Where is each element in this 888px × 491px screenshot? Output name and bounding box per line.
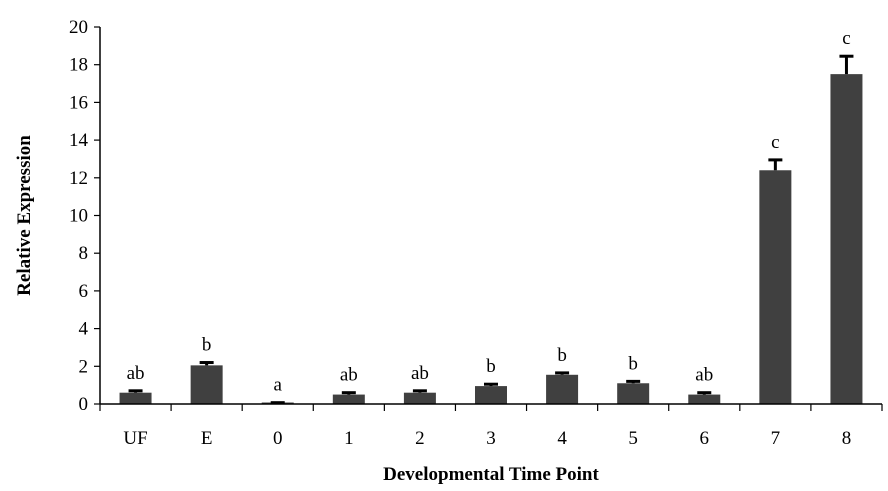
x-tick-label: 7 <box>771 428 781 449</box>
significance-label: b <box>628 353 638 374</box>
x-tick-label: 5 <box>628 428 638 449</box>
y-tick-label: 20 <box>69 17 88 38</box>
y-tick-label: 12 <box>69 168 88 189</box>
y-tick-label: 4 <box>79 319 89 340</box>
bar <box>830 74 863 404</box>
y-tick-label: 2 <box>79 356 89 377</box>
bar <box>119 392 152 404</box>
y-tick-label: 10 <box>69 206 88 227</box>
significance-label: b <box>486 356 496 377</box>
significance-label: ab <box>411 363 429 384</box>
x-tick-label: 2 <box>415 428 425 449</box>
x-tick-label: 1 <box>344 428 354 449</box>
significance-label: ab <box>340 365 358 386</box>
y-tick-label: 18 <box>69 55 88 76</box>
significance-label: b <box>557 345 567 366</box>
significance-label: c <box>771 132 779 153</box>
significance-label: c <box>842 28 850 49</box>
x-tick-label: E <box>201 428 213 449</box>
y-tick-label: 0 <box>79 394 89 415</box>
significance-label: a <box>274 375 283 396</box>
bar <box>617 383 650 404</box>
bar <box>403 392 436 404</box>
x-tick-label: 0 <box>273 428 283 449</box>
x-tick-label: 6 <box>700 428 710 449</box>
bar <box>546 374 579 404</box>
y-tick-label: 8 <box>79 243 89 264</box>
y-axis-title: Relative Expression <box>14 135 35 296</box>
bar <box>332 394 365 404</box>
x-tick-label: 4 <box>557 428 567 449</box>
x-axis-title: Developmental Time Point <box>383 464 599 485</box>
bar <box>190 365 223 404</box>
x-tick-label: 8 <box>842 428 852 449</box>
x-tick-label: UF <box>123 428 147 449</box>
x-tick-label: 3 <box>486 428 496 449</box>
significance-label: ab <box>695 365 713 386</box>
axes-group: 0 2 4 6 8 10 12 14 16 18 20 <box>69 17 883 415</box>
y-tick-label: 6 <box>79 281 89 302</box>
bar <box>688 394 721 404</box>
labels-group: ab UF b Ea 0 ab 1 ab 2 b 3 b 4 b 5 ab 6 c 7 c 8 <box>123 28 851 449</box>
significance-label: ab <box>127 363 145 384</box>
significance-label: b <box>202 335 212 356</box>
error-bars-group <box>128 54 854 405</box>
bar <box>759 170 792 404</box>
bar <box>475 386 507 404</box>
y-tick-label: 16 <box>69 92 88 113</box>
y-tick-label: 14 <box>69 130 89 151</box>
bars-group <box>119 74 863 404</box>
